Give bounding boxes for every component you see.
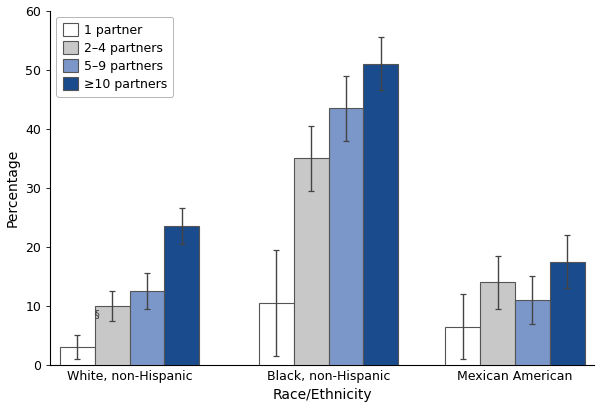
Text: §: § [95,309,100,319]
Bar [164,226,199,365]
Bar [550,262,584,365]
Bar [130,291,164,365]
Bar [95,306,130,365]
X-axis label: Race/Ethnicity: Race/Ethnicity [272,388,372,402]
Bar [329,108,364,365]
Bar [60,347,95,365]
Bar [259,303,294,365]
Bar [445,327,480,365]
Bar [364,64,398,365]
Bar [515,300,550,365]
Bar [480,282,515,365]
Bar [294,158,329,365]
Y-axis label: Percentage: Percentage [5,149,20,227]
Legend: 1 partner, 2–4 partners, 5–9 partners, ≥10 partners: 1 partner, 2–4 partners, 5–9 partners, ≥… [56,17,173,97]
